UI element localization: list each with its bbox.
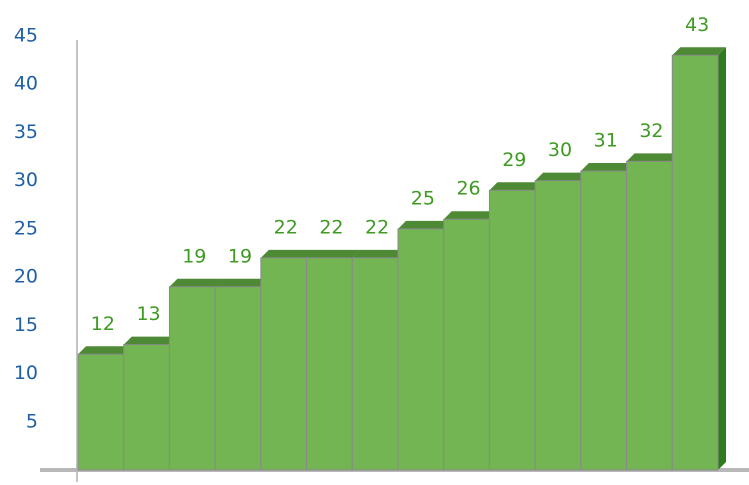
value-label: 30 [548,139,572,161]
bar-top [306,249,361,258]
value-label: 22 [365,216,389,238]
bar [488,189,536,471]
value-label: 12 [91,313,115,335]
bar [260,257,308,471]
y-tick-label: 5 [26,410,38,432]
bar-top [78,346,132,355]
bar-top [626,153,681,162]
bar [397,228,445,471]
value-label: 22 [319,216,343,238]
y-tick-label: 10 [14,362,38,384]
value-label: 26 [456,178,480,200]
bar [534,180,582,471]
bar-top [489,182,544,191]
bar [671,54,719,471]
bar-top [398,220,452,229]
bar-top [169,278,224,287]
y-tick-label: 30 [14,169,38,191]
bar-top [352,249,406,258]
bar [123,344,170,471]
bar [306,257,353,471]
bar-top [215,278,269,287]
y-tick-label: 35 [14,121,38,143]
bar-top [123,336,178,345]
bar [351,257,399,471]
bar-top [580,163,635,172]
bar-top [535,172,589,181]
value-label: 19 [228,245,252,267]
bar [443,218,490,471]
value-label: 32 [639,120,663,142]
bar [580,170,628,471]
value-label: 31 [594,130,618,152]
y-tick-label: 25 [14,217,38,239]
value-label: 29 [502,149,526,171]
bar-top [672,47,726,56]
y-tick-label: 45 [14,25,38,47]
y-tick-label: 15 [14,314,38,336]
bar-side [718,47,726,471]
bar [168,286,216,471]
bar [77,353,125,471]
y-tick-label: 20 [14,266,38,288]
y-tick-label: 40 [14,73,38,95]
value-label: 43 [685,14,709,36]
value-label: 19 [182,245,206,267]
value-label: 25 [411,187,435,209]
value-label: 22 [274,216,298,238]
value-label: 13 [136,303,160,325]
bar [626,160,673,471]
bar-top [260,249,315,258]
bar-top [443,211,498,220]
bar [214,286,262,471]
